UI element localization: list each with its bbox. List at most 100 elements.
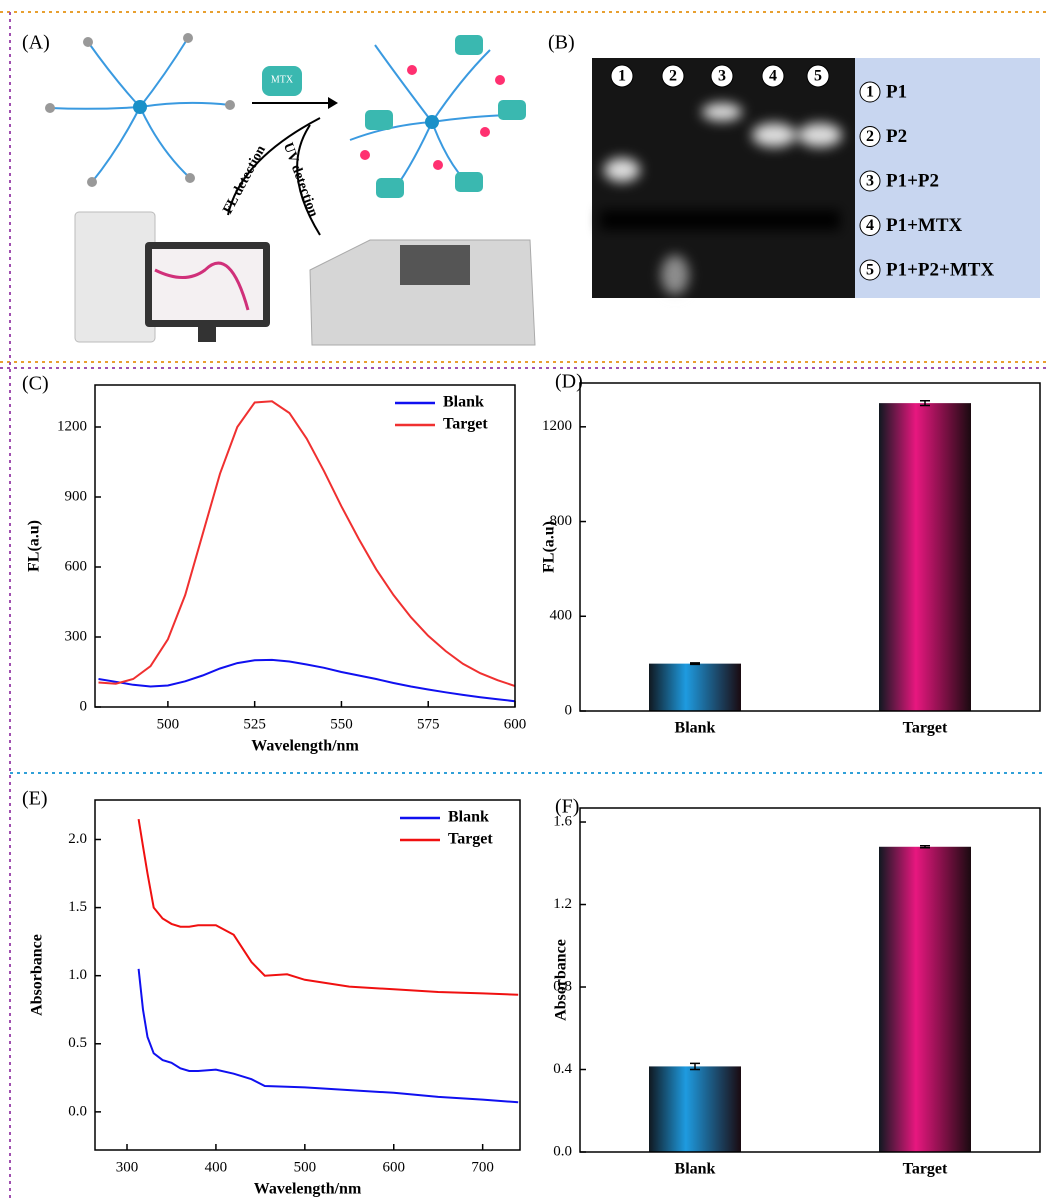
gel-legend: 1 P1 2 P2 3 P1+P2 4 P1+MTX 5 P1+P2+MTX (859, 81, 994, 281)
bar (879, 846, 971, 1152)
strand (139, 37, 189, 108)
arrow-head (328, 97, 338, 109)
bar (649, 1066, 741, 1152)
detection-label: UV detection (280, 141, 321, 220)
x-tick-label: 500 (294, 1159, 317, 1175)
y-tick-label: 0.4 (553, 1061, 572, 1077)
panel-label: (E) (22, 788, 48, 810)
lane-badge (710, 64, 734, 88)
y-tick-label: 1.2 (553, 896, 572, 912)
legend-text: P1+P2+MTX (886, 259, 994, 280)
y-tick-label: 1200 (57, 418, 87, 434)
x-tick-label: Target (903, 720, 948, 737)
probe-star (49, 37, 231, 183)
plot-frame (94, 799, 521, 1151)
y-tick-label: 0.0 (553, 1143, 572, 1159)
computer-tower (74, 211, 156, 343)
band (702, 103, 742, 121)
bead (87, 177, 97, 187)
legend-number: 1 (866, 84, 874, 101)
lane-badge (610, 64, 634, 88)
mtx-molecule (498, 100, 526, 120)
mtx-molecule (455, 35, 483, 55)
lane-badge (806, 64, 830, 88)
mtx-label: MTX (271, 74, 294, 85)
x-tick-label: 550 (330, 716, 353, 732)
strand (49, 106, 141, 110)
error-bar (690, 1062, 700, 1071)
strand (139, 101, 231, 108)
y-tick-label: 300 (65, 628, 88, 644)
x-tick-label: 500 (157, 716, 180, 732)
probe-ends (45, 33, 235, 187)
y-axis-label: FL(a.u) (26, 520, 43, 572)
legend-panel (855, 58, 1040, 298)
x-axis-label: Wavelength/nm (254, 1181, 362, 1198)
panel-label: (B) (548, 32, 575, 54)
y-axis-label: FL(a.u) (541, 521, 558, 573)
lane-number: 3 (718, 68, 726, 85)
lane-number: 4 (769, 68, 777, 85)
lane-number: 5 (814, 68, 822, 85)
plot-frame (579, 382, 1041, 712)
y-tick-label: 0 (565, 702, 573, 718)
detection-label: FL detection (221, 143, 270, 216)
legend-badge (859, 215, 881, 236)
legend-label: Target (443, 416, 488, 433)
legend-badge (859, 259, 881, 281)
screen-curve (154, 261, 250, 311)
strand (91, 106, 141, 183)
uv-arc (296, 124, 321, 236)
plot-frame (579, 807, 1041, 1153)
x-tick-label: 575 (417, 716, 440, 732)
legend-text: P1+P2 (886, 170, 939, 191)
strand (374, 44, 433, 123)
legend-number: 2 (866, 128, 874, 145)
band (798, 123, 842, 147)
mtx-molecule (365, 110, 393, 130)
x-tick-label: 400 (205, 1159, 228, 1175)
mtx-molecule (376, 178, 404, 198)
strand (87, 41, 141, 108)
series-line (98, 658, 515, 703)
panel-label: (D) (555, 371, 583, 393)
legend-text: P1+MTX (886, 215, 963, 236)
legend-badge (859, 81, 881, 103)
y-tick-label: 1200 (542, 418, 572, 434)
screen (152, 249, 263, 320)
x-tick-label: Blank (675, 720, 716, 737)
dyes (360, 65, 505, 170)
fl-arc (227, 117, 321, 216)
legend-number: 4 (866, 217, 874, 234)
dye (433, 160, 443, 170)
error-bar (690, 662, 700, 666)
y-axis-label: Absorbance (29, 934, 46, 1016)
dye (495, 75, 505, 85)
mtx-molecule (455, 172, 483, 192)
y-tick-label: 0.0 (68, 1103, 87, 1119)
legend-label: Blank (443, 394, 484, 411)
spectrometer-window (400, 245, 470, 285)
y-tick-label: 1.0 (68, 967, 87, 983)
y-tick-label: 0 (80, 698, 88, 714)
panel-label: (F) (555, 796, 579, 818)
gel (592, 58, 855, 298)
mtx-molecule (262, 66, 302, 96)
lane-number: 1 (618, 68, 626, 85)
bar (649, 663, 741, 711)
bead (225, 100, 235, 110)
bead (183, 33, 193, 43)
x-tick-label: 525 (243, 716, 266, 732)
x-axis-label: Wavelength/nm (251, 738, 359, 755)
series-line (137, 818, 519, 996)
error-bar (920, 400, 930, 407)
legend-number: 3 (866, 173, 874, 190)
core (133, 100, 147, 114)
band (752, 123, 796, 147)
y-tick-label: 800 (550, 513, 573, 529)
y-tick-label: 0.8 (553, 978, 572, 994)
y-tick-label: 0.5 (68, 1035, 87, 1051)
lane-badge (761, 64, 785, 88)
series-line (98, 400, 515, 687)
